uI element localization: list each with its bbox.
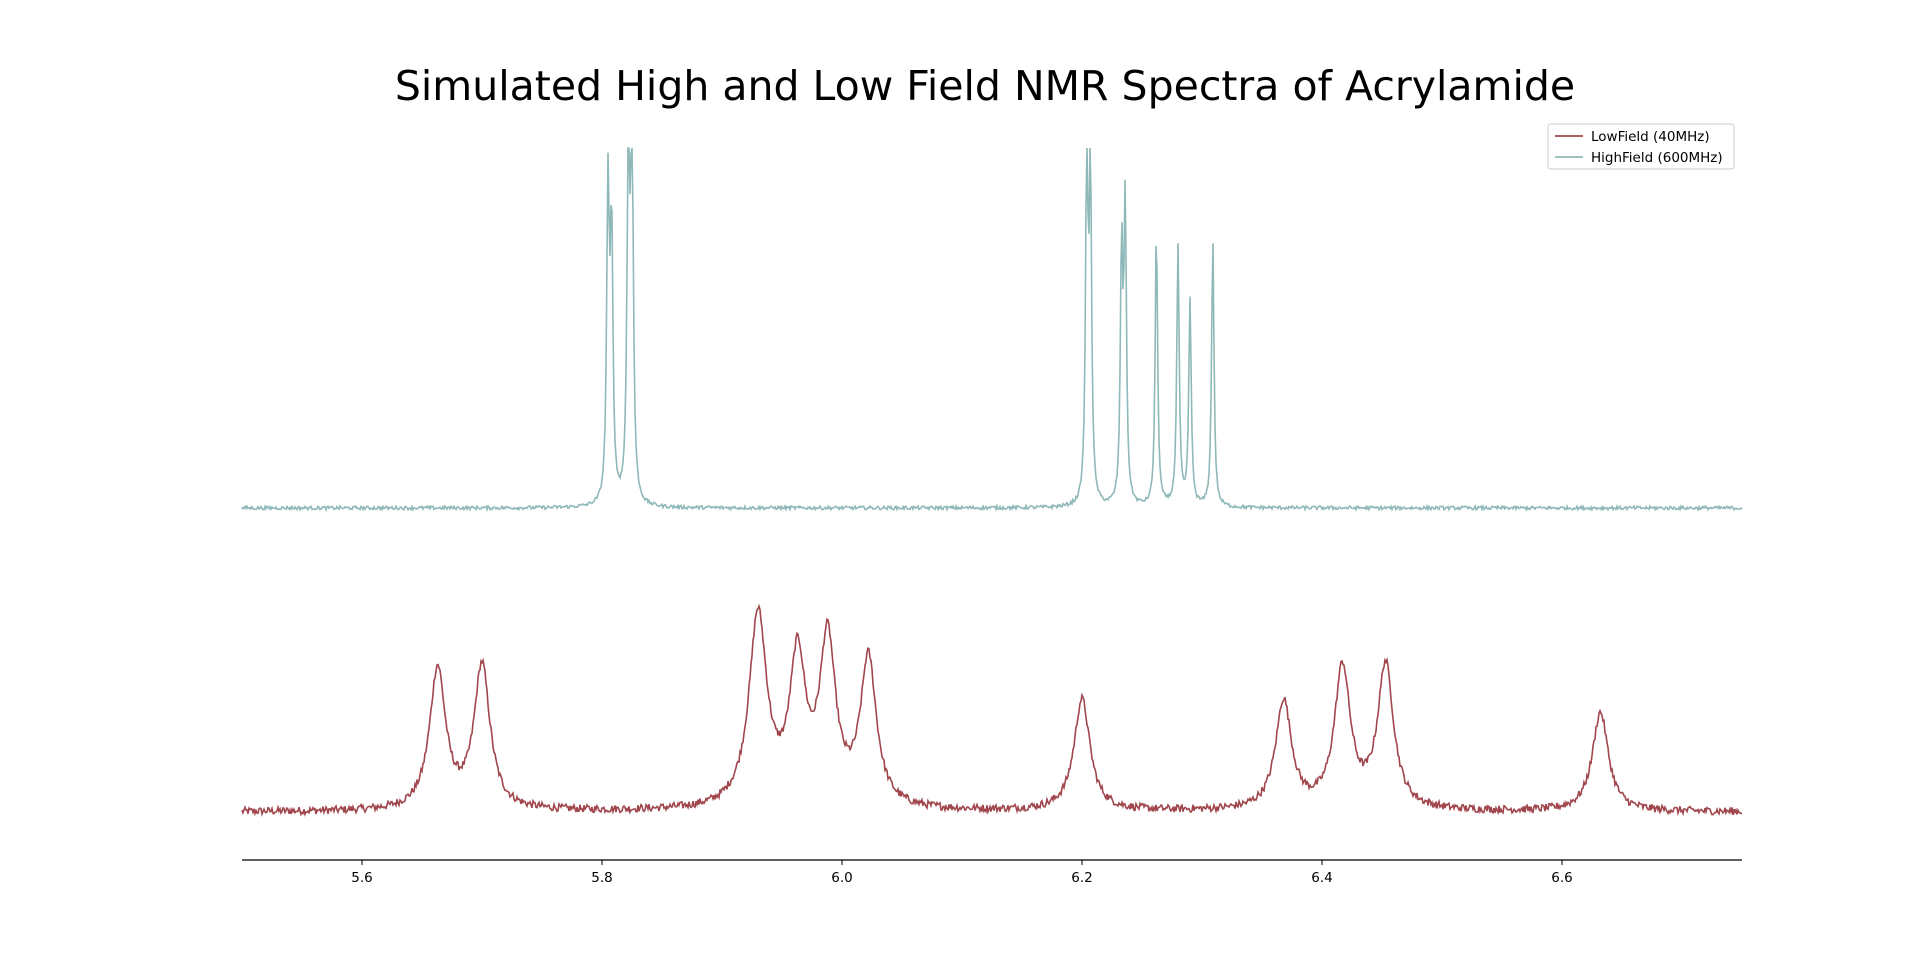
series-line-lowfield [241, 603, 1743, 818]
legend-label: HighField (600MHz) [1591, 150, 1723, 166]
series-line-highfield [241, 147, 1743, 513]
chart-title: Simulated High and Low Field NMR Spectra… [394, 62, 1576, 110]
x-tick-label: 5.6 [351, 870, 372, 886]
x-tick-label: 6.2 [1071, 870, 1092, 886]
x-tick-label: 6.6 [1551, 870, 1572, 886]
legend-box [1547, 123, 1735, 170]
x-tick-label: 6.0 [831, 870, 852, 886]
legend: LowField (40MHz) HighField (600MHz) [1547, 123, 1735, 170]
x-tick-label: 6.4 [1311, 870, 1332, 886]
series-layer [241, 147, 1743, 818]
legend-label: LowField (40MHz) [1591, 129, 1710, 145]
x-tick-label: 5.8 [591, 870, 612, 886]
x-axis-ticks: 5.6 5.8 6.0 6.2 6.4 6.6 [351, 860, 1573, 886]
